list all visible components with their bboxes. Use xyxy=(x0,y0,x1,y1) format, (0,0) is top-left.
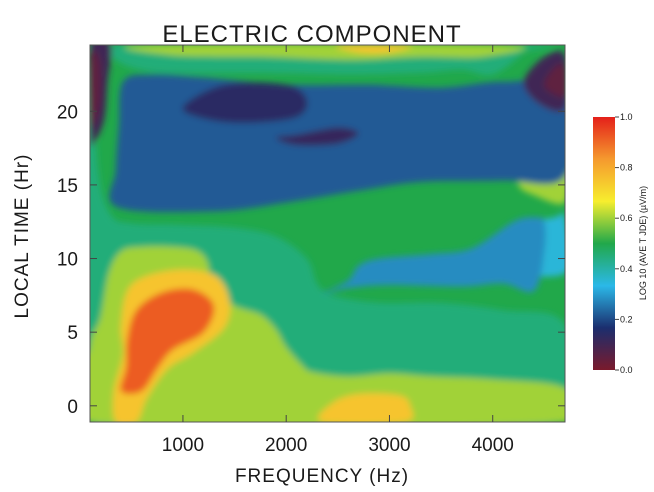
y-axis-title: LOCAL TIME (Hr) xyxy=(12,154,33,319)
colorbar-tick-label: 0.2 xyxy=(620,314,633,324)
colorbar-title: LOG 10 (AVE T JDE) (µV/m) xyxy=(638,186,648,300)
y-tick-label: 20 xyxy=(57,102,78,123)
contour-region-3 xyxy=(124,45,526,60)
contour-region-12 xyxy=(182,82,308,124)
y-tick-label: 5 xyxy=(67,323,78,344)
contour-layer xyxy=(90,45,565,422)
colorbar-gradient xyxy=(593,117,615,370)
contour-region-15 xyxy=(523,50,565,112)
colorbar-tick-label: 0.6 xyxy=(620,213,633,223)
contour-region-8 xyxy=(120,288,215,394)
contour-region-16 xyxy=(90,50,101,128)
chart-title: ELECTRIC COMPONENT xyxy=(162,21,461,48)
plot-frame xyxy=(89,44,566,423)
plot-area xyxy=(89,44,566,423)
contour-region-5 xyxy=(318,393,414,422)
x-tick-label: 2000 xyxy=(265,435,307,456)
colorbar-ticks: 1.0 0.8 0.6 0.4 0.2 0.0 xyxy=(615,112,633,375)
x-tick-label: 4000 xyxy=(472,435,514,456)
contour-region-13 xyxy=(275,127,359,146)
contour-region-6 xyxy=(335,45,413,54)
contour-region-10 xyxy=(322,217,546,295)
y-tick-label: 0 xyxy=(67,397,78,418)
y-tick-label: 15 xyxy=(57,176,78,197)
colorbar: 1.0 0.8 0.6 0.4 0.2 0.0 LOG 10 (AVE T JDE) (µ… xyxy=(593,112,648,375)
colorbar-tick-label: 0.4 xyxy=(620,264,633,274)
x-axis: 1000 2000 3000 4000 xyxy=(162,45,514,456)
colorbar-tick-label: 0.8 xyxy=(620,163,633,173)
x-tick-label: 3000 xyxy=(368,435,410,456)
y-axis: 0 5 10 15 20 xyxy=(57,102,565,418)
x-axis-title: FREQUENCY (Hz) xyxy=(235,466,409,487)
colorbar-tick-label: 0.0 xyxy=(620,365,633,375)
x-tick-label: 1000 xyxy=(162,435,204,456)
y-tick-label: 10 xyxy=(57,250,78,271)
colorbar-tick-label: 1.0 xyxy=(620,112,633,122)
contour-region-17 xyxy=(544,64,565,98)
